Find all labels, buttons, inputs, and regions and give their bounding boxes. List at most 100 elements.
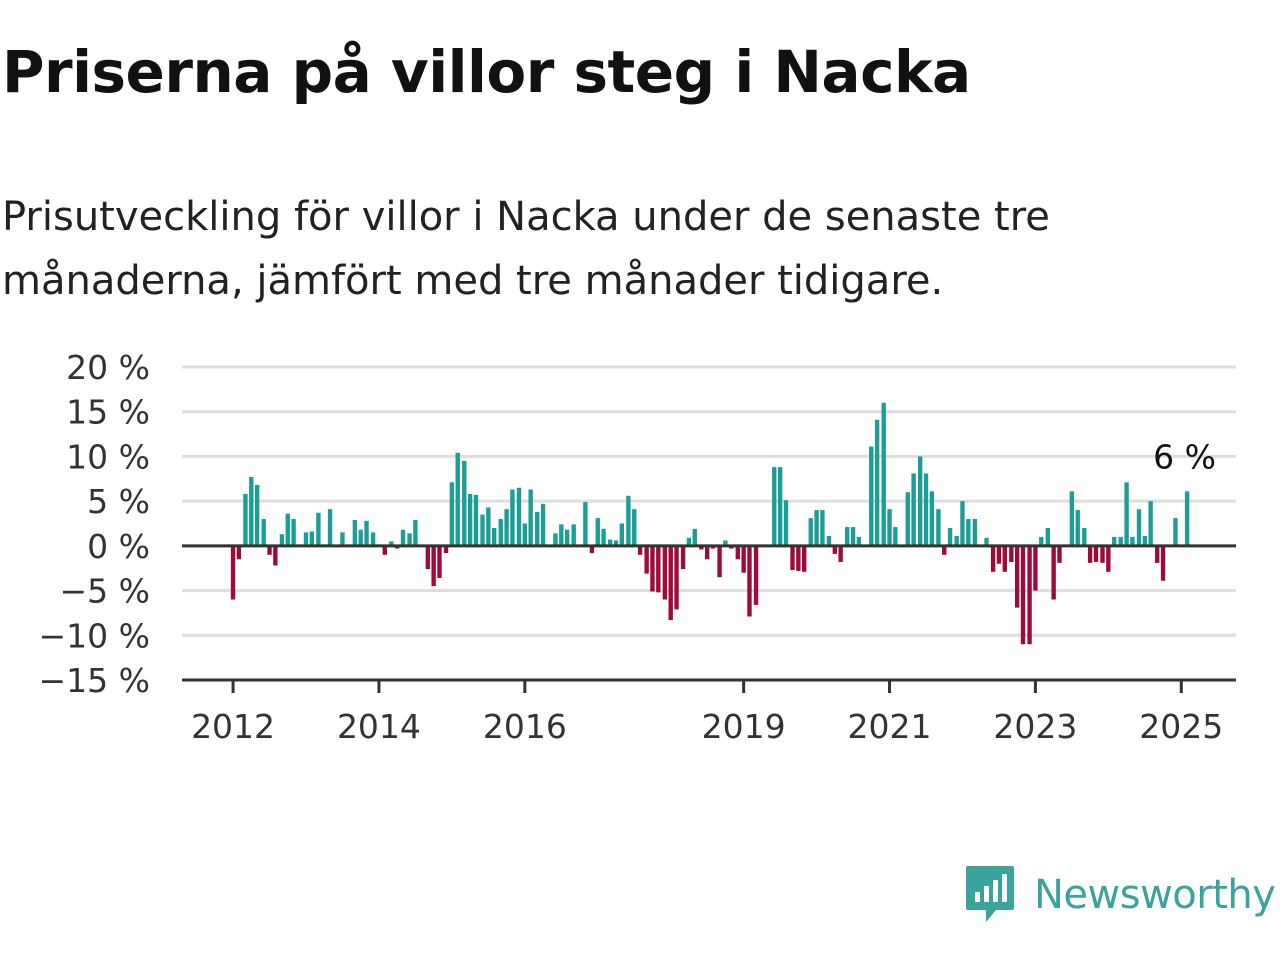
bar [936, 509, 940, 546]
bar [523, 524, 527, 546]
bar [681, 546, 685, 569]
bar [486, 507, 490, 545]
bar [304, 532, 308, 545]
bar [632, 509, 636, 546]
bar [407, 533, 411, 546]
bar [431, 546, 435, 586]
bar [1088, 546, 1092, 563]
bar [273, 546, 277, 566]
chart-subtitle: Prisutveckling för villor i Nacka under … [2, 185, 1202, 313]
bar [492, 528, 496, 546]
bar [255, 485, 259, 546]
bar [626, 496, 630, 546]
bar [541, 504, 545, 546]
x-tick-label: 2012 [191, 707, 275, 746]
bar [474, 495, 478, 546]
bar [906, 492, 910, 546]
bar [717, 546, 721, 577]
bar [499, 519, 503, 546]
bar [340, 532, 344, 545]
bar [930, 491, 934, 546]
bar [650, 546, 654, 592]
bar [674, 546, 678, 609]
bar [510, 490, 514, 546]
y-tick-label: −15 % [39, 661, 151, 700]
brand-name: Newsworthy [1034, 872, 1275, 918]
chart-title: Priserna på villor steg i Nacka [2, 38, 971, 106]
bar [1155, 546, 1159, 563]
bar [596, 518, 600, 546]
bar [960, 501, 964, 546]
bar [401, 530, 405, 546]
bar [747, 546, 751, 617]
bar [851, 527, 855, 546]
bar [875, 420, 879, 546]
bar [353, 520, 357, 546]
bar [328, 509, 332, 546]
bar [1070, 491, 1074, 546]
bar [1033, 546, 1037, 591]
bar [243, 494, 247, 546]
bar [736, 546, 740, 559]
bar [456, 453, 460, 546]
bar [1076, 510, 1080, 546]
bar [413, 520, 417, 546]
bar [535, 512, 539, 546]
bar [911, 473, 915, 545]
x-tick-label: 2019 [702, 707, 786, 746]
bar [371, 532, 375, 545]
y-tick-label: −10 % [39, 616, 151, 655]
bar [790, 546, 794, 570]
bar [1015, 546, 1019, 608]
bar [1082, 528, 1086, 546]
bar [918, 456, 922, 545]
bar [1051, 546, 1055, 600]
bar [991, 546, 995, 572]
bar [1148, 501, 1152, 546]
x-tick-label: 2021 [848, 707, 932, 746]
bar [796, 546, 800, 571]
x-tick-label: 2025 [1139, 707, 1223, 746]
bar [601, 529, 605, 546]
bar [480, 515, 484, 546]
bar [778, 467, 782, 546]
bar [249, 477, 253, 546]
bar [517, 488, 521, 546]
bar [741, 546, 745, 573]
bar [280, 534, 284, 546]
bar [1137, 509, 1141, 546]
bar [504, 509, 508, 546]
bar [1124, 482, 1128, 545]
bar [869, 447, 873, 546]
y-tick-label: 20 % [66, 348, 150, 387]
x-tick-labels: 2012 2014 2016 2019 2021 2023 2025 [191, 707, 1223, 746]
bar [772, 467, 776, 546]
bar [705, 546, 709, 559]
bar [838, 546, 842, 562]
bar [893, 527, 897, 546]
bar-chart: 20 %15 %10 %5 %0 %−5 %−10 %−15 % 2012 201… [0, 330, 1280, 760]
last-value-label: 6 % [1153, 437, 1216, 476]
bar [1100, 546, 1104, 563]
bar [1185, 491, 1189, 546]
bar [1106, 546, 1110, 572]
x-tick-label: 2023 [993, 707, 1077, 746]
bar [997, 546, 1001, 564]
y-tick-label: −5 % [60, 572, 151, 611]
bar [468, 494, 472, 546]
x-tick-label: 2014 [337, 707, 421, 746]
bar [693, 529, 697, 546]
bar [359, 530, 363, 546]
bar [784, 500, 788, 546]
bar [754, 546, 758, 605]
bar [973, 519, 977, 546]
y-tick-label: 15 % [66, 393, 150, 432]
grid-lines [182, 367, 1236, 635]
bar [1161, 546, 1165, 581]
bar [1094, 546, 1098, 562]
bar [559, 524, 563, 545]
bar [528, 490, 532, 546]
bar [1027, 546, 1031, 644]
newsworthy-logo[interactable]: Newsworthy [964, 864, 1275, 926]
bar [437, 546, 441, 578]
